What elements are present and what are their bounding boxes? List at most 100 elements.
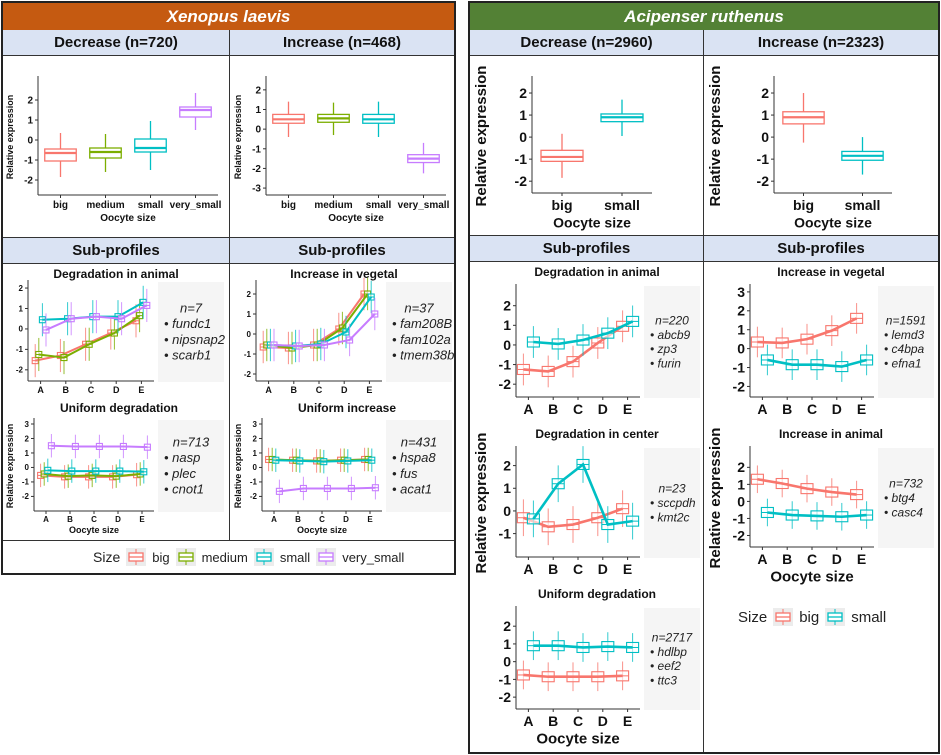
series-line-big — [757, 477, 857, 496]
y-tick-label: 2 — [25, 434, 30, 443]
y-tick-label: 3 — [25, 420, 30, 429]
x-tick-label: small — [604, 197, 640, 213]
legend-key-very_small — [316, 548, 337, 566]
header-xl-subprofiles-right: Sub-profiles — [230, 238, 454, 264]
y-tick-label: 1 — [27, 116, 33, 127]
x-tick-label: B — [291, 385, 298, 395]
y-tick-label: 2 — [255, 85, 261, 96]
x-tick-label: small — [845, 197, 881, 213]
y-tick-label: -1 — [733, 359, 746, 375]
gene-count: n=713 — [173, 435, 210, 450]
series-line-very_small — [45, 304, 148, 331]
gene-name: • efna1 — [884, 357, 922, 371]
legend-key-big — [126, 548, 147, 566]
y-tick-label: 0 — [503, 503, 511, 519]
x-tick-label: E — [857, 551, 866, 567]
y-tick-label: 0 — [19, 325, 24, 334]
y-tick-label: 3 — [253, 420, 258, 429]
chart-xl-increase: -3 -2 -1 0 1 2 Relative expression big medium sma… — [233, 76, 450, 224]
y-tick-label: -1 — [252, 144, 261, 155]
y-tick-label: -1 — [16, 345, 24, 354]
gene-count: n=2717 — [652, 630, 694, 644]
y-axis-label: Relative expression — [233, 95, 243, 180]
x-axis-label: Oocyte size — [536, 730, 619, 747]
legend-key-big — [773, 608, 794, 626]
chart-ar-uni-deg: Uniform degradation n=2717• hdlbp• eef2• … — [499, 587, 700, 747]
y-tick-label: -3 — [252, 184, 261, 195]
legend-key-small — [253, 548, 274, 566]
gene-name: • zp3 — [650, 342, 677, 356]
gene-count: n=732 — [889, 477, 923, 491]
y-tick-label: 1 — [19, 304, 24, 313]
y-tick-label: 1 — [255, 105, 261, 116]
legend-label: small — [851, 608, 887, 626]
chart-title: Uniform degradation — [538, 587, 656, 601]
gene-count: n=431 — [401, 435, 438, 450]
gene-info-box — [158, 282, 224, 382]
y-axis-label: Relative expression — [707, 66, 724, 207]
x-axis-label: Oocyte size — [297, 525, 347, 535]
y-axis-label: Relative expression — [233, 424, 243, 509]
y-tick-label: -2 — [16, 366, 24, 375]
divider — [470, 235, 938, 236]
chart-xl-decrease: -2 -1 0 1 2 Relative expression big medium small… — [5, 76, 222, 224]
y-tick-label: 2 — [247, 290, 252, 299]
chart-title: Degradation in animal — [534, 265, 659, 279]
x-tick-label: C — [91, 515, 97, 524]
y-tick-label: 0 — [761, 129, 769, 145]
x-tick-label: E — [366, 385, 372, 395]
gene-count: n=37 — [404, 301, 434, 316]
legend-label: medium — [201, 549, 248, 565]
x-tick-label: B — [548, 561, 558, 577]
header-xl-increase: Increase (n=468) — [230, 30, 454, 56]
y-tick-label: 0 — [255, 125, 261, 136]
legend-label: big — [799, 608, 820, 626]
y-tick-label: -2 — [244, 370, 252, 379]
header-ar-decrease: Decrease (n=2960) — [470, 30, 703, 56]
gene-name: • plec — [164, 466, 197, 481]
gene-name: • fam102a — [392, 332, 451, 347]
legend-title: Size — [93, 549, 121, 565]
legend-acipenser: Size big small — [738, 608, 886, 626]
box-big — [44, 148, 77, 162]
series-line-small — [275, 459, 372, 463]
series-line-small — [532, 462, 633, 526]
chart-xl-uni-deg: Uniform degradation n=713• nasp• plec• cn… — [5, 401, 224, 535]
x-tick-label: medium — [86, 200, 124, 211]
series-line-big — [757, 317, 858, 345]
y-tick-label: -2 — [252, 164, 261, 175]
y-tick-label: -1 — [244, 350, 252, 359]
y-tick-label: 0 — [253, 463, 258, 472]
series-line-very_small — [273, 313, 376, 348]
y-axis-label: Relative expression — [5, 95, 15, 180]
x-tick-label: C — [316, 385, 323, 395]
y-tick-label: -2 — [22, 492, 30, 501]
y-tick-label: -2 — [757, 173, 770, 189]
gene-name: • sccpdh — [650, 496, 696, 510]
x-tick-label: D — [343, 515, 349, 524]
y-tick-label: 2 — [503, 618, 511, 634]
y-tick-label: -1 — [499, 526, 512, 542]
header-xl-subprofiles-left: Sub-profiles — [3, 238, 229, 264]
x-tick-label: very_small — [170, 200, 222, 211]
gene-name: • casc4 — [884, 505, 923, 519]
y-tick-label: 1 — [761, 107, 769, 123]
x-tick-label: E — [623, 713, 632, 729]
gene-info-box — [878, 448, 934, 548]
x-tick-label: small — [138, 200, 164, 211]
gene-name: • fam208B — [392, 316, 453, 331]
box-small — [134, 138, 167, 153]
x-tick-label: E — [139, 515, 145, 524]
legend-label: small — [279, 549, 311, 565]
divider — [3, 540, 454, 541]
y-tick-label: -1 — [22, 478, 30, 487]
species-title-xenopus: Xenopus laevis — [3, 3, 454, 31]
header-ar-subprofiles-left: Sub-profiles — [470, 236, 703, 262]
gene-count: n=7 — [180, 301, 203, 316]
y-tick-label: 1 — [519, 107, 527, 123]
y-tick-label: 1 — [253, 449, 258, 458]
gene-name: • ttc3 — [650, 674, 677, 688]
x-tick-label: D — [832, 401, 842, 417]
gene-name: • lemd3 — [884, 328, 925, 342]
gene-name: • acat1 — [392, 481, 432, 496]
